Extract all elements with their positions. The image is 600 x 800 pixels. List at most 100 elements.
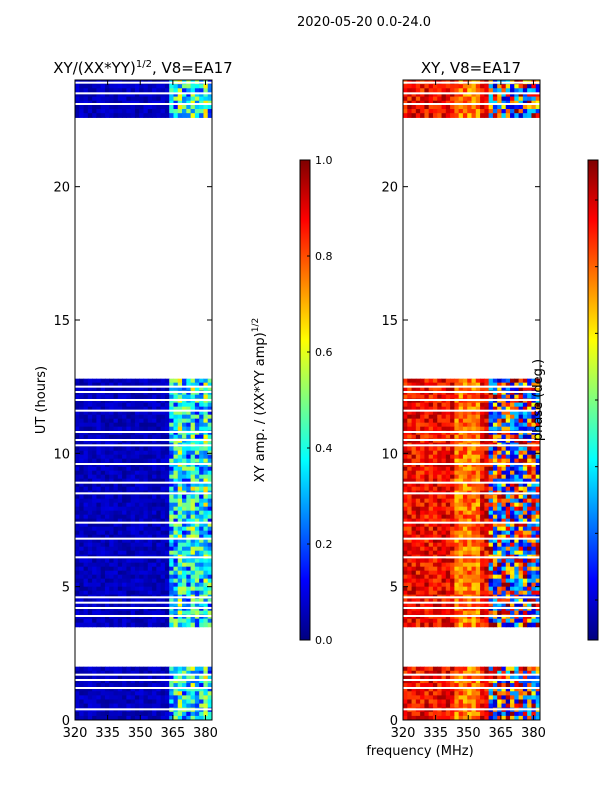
heatmap-cell [117,84,123,89]
heatmap-cell [488,414,494,420]
heatmap-cell [169,602,175,608]
heatmap-cell [122,695,127,701]
heatmap-cell [411,715,417,720]
heatmap-cell [480,434,485,440]
heatmap-cell [130,498,136,504]
heatmap-cell [117,394,123,400]
heatmap-cell [173,562,179,568]
heatmap-cell [96,687,102,692]
heatmap-cell [203,674,209,680]
heatmap-cell [505,538,511,544]
heatmap-cell [169,458,175,464]
heatmap-cell [480,466,485,472]
heatmap-cell [130,570,136,576]
heatmap-cell [173,446,179,452]
heatmap-cell [143,458,149,464]
heatmap-cell [424,454,430,460]
heatmap-cell [164,418,170,424]
heatmap-cell [480,670,485,676]
heatmap-cell [531,562,537,568]
heatmap-cell [203,578,209,584]
heatmap-cell [484,510,490,516]
y-tick-label: 20 [53,181,70,196]
heatmap-cell [432,695,438,701]
flagged-gap-line [75,385,212,388]
heatmap-cell [403,670,408,676]
heatmap-cell [497,598,503,604]
heatmap-cell [441,494,447,500]
heatmap-cell [207,386,212,392]
heatmap-cell [203,109,209,114]
heatmap-cell [122,382,127,388]
heatmap-cell [92,394,98,400]
heatmap-cell [488,426,494,432]
heatmap-cell [518,687,524,692]
heatmap-cell [505,458,511,464]
heatmap-cell [428,454,434,460]
heatmap-cell [173,394,179,400]
heatmap-cell [403,526,408,532]
heatmap-cell [480,518,485,524]
heatmap-cell [527,715,533,720]
colorbar-tick-label: 0.2 [315,538,333,551]
heatmap-cell [471,414,477,420]
heatmap-cell [407,418,413,424]
heatmap-cell [109,586,115,592]
heatmap-cell [79,538,85,544]
heatmap-cell [480,406,485,412]
heatmap-cell [139,687,145,692]
heatmap-cell [169,92,175,98]
heatmap-cell [96,84,102,89]
heatmap-cell [467,434,473,440]
heatmap-cell [484,422,490,428]
heatmap-cell [113,526,119,532]
heatmap-cell [109,482,115,488]
heatmap-cell [126,410,132,416]
heatmap-cell [92,666,98,672]
heatmap-cell [130,422,136,428]
heatmap-cell [471,534,477,540]
heatmap-cell [437,458,443,464]
heatmap-cell [411,566,417,572]
heatmap-cell [445,570,451,576]
heatmap-cell [432,502,438,508]
heatmap-cell [480,478,485,484]
heatmap-cell [104,422,110,428]
heatmap-cell [160,113,166,118]
heatmap-cell [441,586,447,592]
heatmap-cell [160,570,166,576]
heatmap-cell [488,598,494,604]
heatmap-cell [403,691,408,696]
heatmap-cell [164,518,170,524]
heatmap-cell [139,104,145,110]
heatmap-cell [424,506,430,512]
heatmap-cell [164,414,170,420]
heatmap-cell [122,530,127,536]
heatmap-cell [173,494,179,500]
heatmap-cell [450,410,455,416]
heatmap-cell [411,574,417,580]
heatmap-cell [164,458,170,464]
heatmap-cell [510,550,515,556]
heatmap-cell [160,590,166,596]
heatmap-cell [454,510,460,516]
heatmap-cell [194,546,200,552]
heatmap-cell [186,446,192,452]
heatmap-cell [471,598,477,604]
heatmap-cell [450,522,455,528]
heatmap-cell [492,546,498,552]
heatmap-cell [139,683,145,688]
heatmap-cell [199,534,205,540]
heatmap-cell [432,546,438,552]
heatmap-cell [164,695,170,701]
heatmap-cell [450,546,455,552]
heatmap-cell [126,526,132,532]
heatmap-cell [173,518,179,524]
heatmap-cell [488,386,494,392]
heatmap-cell [92,386,98,392]
heatmap-cell [104,482,110,488]
heatmap-cell [117,582,123,588]
heatmap-cell [420,410,426,416]
heatmap-cell [437,691,443,696]
heatmap-cell [194,96,200,102]
